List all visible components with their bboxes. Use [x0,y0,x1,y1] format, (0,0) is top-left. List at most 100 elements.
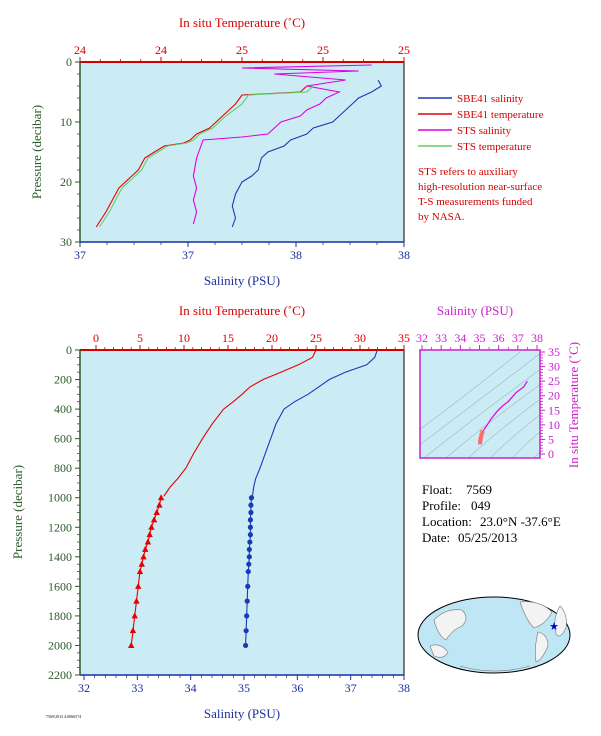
density-contour [445,384,540,458]
salinity-point [247,524,253,530]
density-contour [420,353,540,445]
legend-label-sbe41-salinity: SBE41 salinity [457,93,524,105]
map-land-asia [433,609,467,641]
ts-temperature-tick-label: 5 [548,432,554,446]
ts-temperature-tick-label: 20 [548,389,560,403]
salinity-point [243,642,249,649]
bottom-temperature-tick-label: 25 [310,331,322,345]
density-contour [420,351,521,430]
salinity-point [247,517,253,523]
legend-label-sts-temperature: STS temperature [457,141,531,153]
top-temperature-tick-label: 24 [155,43,167,57]
temperature-point [156,501,163,508]
bottom-series-salinity-deep [245,497,253,646]
top-salinity-tick-label: 37 [182,248,194,262]
bottom-pressure-tick-label: 2200 [48,668,72,682]
salinity-point [244,598,250,604]
bottom-pressure-tick-label: 200 [54,373,72,387]
bottom-temperature-tick-label: 0 [93,331,99,345]
location-value: 23.0°N -37.6°E [480,514,561,529]
bottom-series-group [128,349,378,649]
note-line-1: STS refers to auxiliary [418,166,518,178]
bottom-chart: 0 5 10 15 20 25 30 35 32 33 34 35 36 37 38 0 200 400 600 80… [10,303,410,721]
temperature-point [140,553,147,560]
density-contour [511,431,540,458]
density-contour [467,399,540,458]
date-value: 05/25/2013 [458,530,517,545]
note-line-2: high-resolution near-surface [418,181,542,193]
top-plot-background [80,62,404,242]
ts-temperature-tick-label: 30 [548,360,560,374]
top-series-group [95,64,383,228]
float-label: Float: [422,482,452,497]
map-land-south-america [535,631,549,663]
density-contour [423,369,540,458]
bottom-salinity-tick-label: 38 [398,681,410,695]
bottom-pressure-tick-label: 1200 [48,520,72,534]
salinity-point [248,502,254,508]
temperature-point [144,538,152,545]
temperature-point [157,494,165,501]
salinity-point [243,628,249,634]
temperature-point [133,597,140,604]
bottom-chart-ticks: 0 5 10 15 20 25 30 35 32 33 34 35 36 37 38 0 200 400 600 80… [48,331,410,695]
footer-code: 7569/2013 4.0066574 [46,714,81,719]
temperature-point [148,523,155,530]
salinity-point [248,495,255,501]
top-temperature-tick-label: 25 [236,43,248,57]
world-map: ★ [417,596,571,674]
bottom-salinity-tick-label: 32 [78,681,90,695]
ts-salinity-tick-label: 37 [512,331,524,345]
ts-temperature-tick-label: 0 [548,447,554,461]
top-pressure-tick-label: 0 [66,55,72,69]
ts-series-group [478,380,528,445]
bottom-series-temperature-deep [130,497,162,646]
salinity-point [246,561,252,567]
temperature-point [138,560,145,567]
bottom-temperature-tick-label: 35 [398,331,410,345]
bottom-pressure-tick-label: 1800 [48,609,72,623]
bottom-pressure-tick-label: 1400 [48,550,72,564]
ts-deep-point [478,438,483,443]
salinity-point [246,546,252,553]
map-land-north-america [519,601,553,629]
date-label: Date: [422,530,450,545]
ts-density-contours [420,351,540,458]
bottom-salinity-tick-label: 34 [185,681,197,695]
ts-salinity-tick-label: 34 [454,331,466,345]
bottom-temperature-tick-label: 5 [137,331,143,345]
bottom-pressure-tick-label: 800 [54,461,72,475]
map-land-australia [429,644,449,658]
salinity-point [245,583,251,589]
ts-temperature-axis-title: In situ Temperature (˚C) [566,342,581,468]
top-temperature-axis-title: In situ Temperature (˚C) [179,15,305,30]
salinity-point [244,613,250,619]
profile-value: 049 [471,498,491,513]
bottom-temperature-tick-label: 20 [266,331,278,345]
ts-deep-point [478,435,483,440]
salinity-point [246,554,252,560]
bottom-pressure-tick-label: 1000 [48,491,72,505]
location-label: Location: [422,514,472,529]
temperature-point [142,545,149,552]
salinity-point [248,509,254,516]
top-temperature-tick-label: 25 [317,43,329,57]
top-salinity-tick-label: 37 [74,248,86,262]
density-contour [489,414,540,458]
ts-salinity-tick-label: 33 [435,331,447,345]
bottom-pressure-tick-label: 0 [66,343,72,357]
bottom-salinity-tick-label: 36 [291,681,303,695]
ts-salinity-axis-title: Salinity (PSU) [437,303,513,318]
bottom-salinity-axis-title: Salinity (PSU) [204,706,280,721]
bottom-pressure-tick-label: 2000 [48,638,72,652]
top-temperature-tick-label: 24 [74,43,86,57]
bottom-salinity-tick-label: 33 [131,681,143,695]
temperature-point [129,627,137,634]
map-float-location-star: ★ [549,621,559,633]
top-chart-ticks: 24 24 25 25 25 37 37 38 38 0 10 20 30 [60,43,410,262]
ts-temperature-tick-label: 15 [548,403,560,417]
ts-temperature-tick-label: 35 [548,345,560,359]
top-temperature-tick-label: 25 [398,43,410,57]
